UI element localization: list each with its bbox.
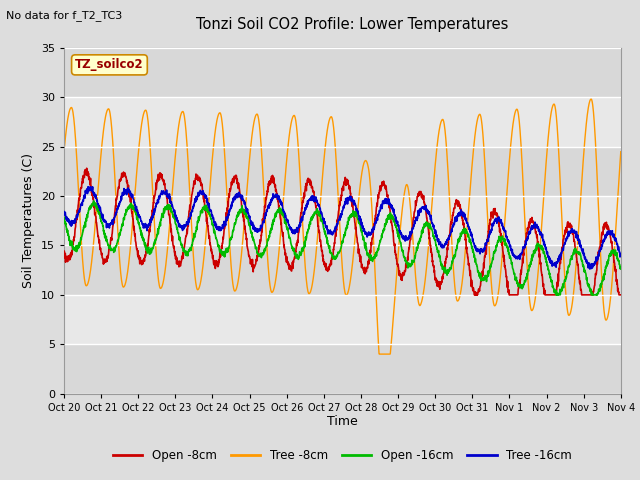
Text: No data for f_T2_TC3: No data for f_T2_TC3 <box>6 10 123 21</box>
Text: TZ_soilco2: TZ_soilco2 <box>75 59 144 72</box>
Bar <box>64 344 621 394</box>
Legend: Open -8cm, Tree -8cm, Open -16cm, Tree -16cm: Open -8cm, Tree -8cm, Open -16cm, Tree -… <box>108 444 577 467</box>
Bar <box>64 245 621 295</box>
Bar <box>64 147 621 196</box>
Text: Tonzi Soil CO2 Profile: Lower Temperatures: Tonzi Soil CO2 Profile: Lower Temperatur… <box>196 17 508 32</box>
X-axis label: Time: Time <box>327 415 358 429</box>
Bar <box>64 97 621 147</box>
Bar <box>64 196 621 245</box>
Bar <box>64 295 621 344</box>
Bar <box>64 48 621 97</box>
Y-axis label: Soil Temperatures (C): Soil Temperatures (C) <box>22 153 35 288</box>
